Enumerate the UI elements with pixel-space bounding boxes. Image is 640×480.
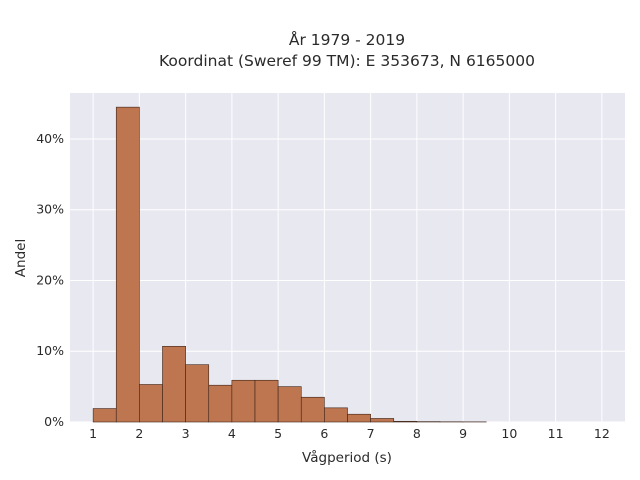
histogram-bar <box>347 413 371 423</box>
histogram-bar <box>208 384 233 423</box>
histogram-bars <box>92 106 487 423</box>
y-tick-label: 40% <box>36 131 64 146</box>
x-tick-label: 2 <box>135 426 143 441</box>
histogram-bar <box>254 379 279 423</box>
x-tick-label: 11 <box>548 426 564 441</box>
histogram-bar <box>231 379 256 423</box>
histogram-bar <box>115 106 140 423</box>
x-tick-label: 7 <box>367 426 375 441</box>
x-tick-label: 8 <box>413 426 421 441</box>
x-tick-labels: 1 2 3 4 5 6 7 8 9 10 11 12 <box>89 426 610 441</box>
histogram-bar <box>185 364 210 423</box>
x-tick-label: 4 <box>228 426 236 441</box>
y-tick-label: 10% <box>36 343 64 358</box>
x-tick-label: 5 <box>274 426 282 441</box>
x-tick-label: 9 <box>459 426 467 441</box>
x-tick-label: 12 <box>594 426 610 441</box>
histogram-bar <box>300 396 325 423</box>
x-tick-label: 10 <box>501 426 517 441</box>
chart-title-line-2: Koordinat (Sweref 99 TM): E 353673, N 61… <box>159 52 535 70</box>
x-tick-label: 1 <box>89 426 97 441</box>
histogram-bar <box>324 407 348 423</box>
histogram-bar <box>277 386 302 423</box>
y-tick-label: 20% <box>36 272 64 287</box>
y-tick-label: 0% <box>44 414 64 429</box>
histogram-bar <box>370 418 395 423</box>
histogram-bar <box>162 345 186 423</box>
x-axis-label: Vågperiod (s) <box>302 449 392 466</box>
y-axis-label: Andel <box>13 239 29 277</box>
chart-title-line-1: År 1979 - 2019 <box>289 30 405 49</box>
histogram-bar <box>393 420 418 423</box>
plot-area <box>70 93 625 422</box>
x-tick-label: 3 <box>182 426 190 441</box>
y-tick-label: 30% <box>36 202 64 217</box>
histogram-bar <box>92 408 117 423</box>
x-tick-label: 6 <box>320 426 328 441</box>
histogram-bar <box>139 384 163 423</box>
y-tick-labels: 0% 10% 20% 30% 40% <box>36 131 64 429</box>
